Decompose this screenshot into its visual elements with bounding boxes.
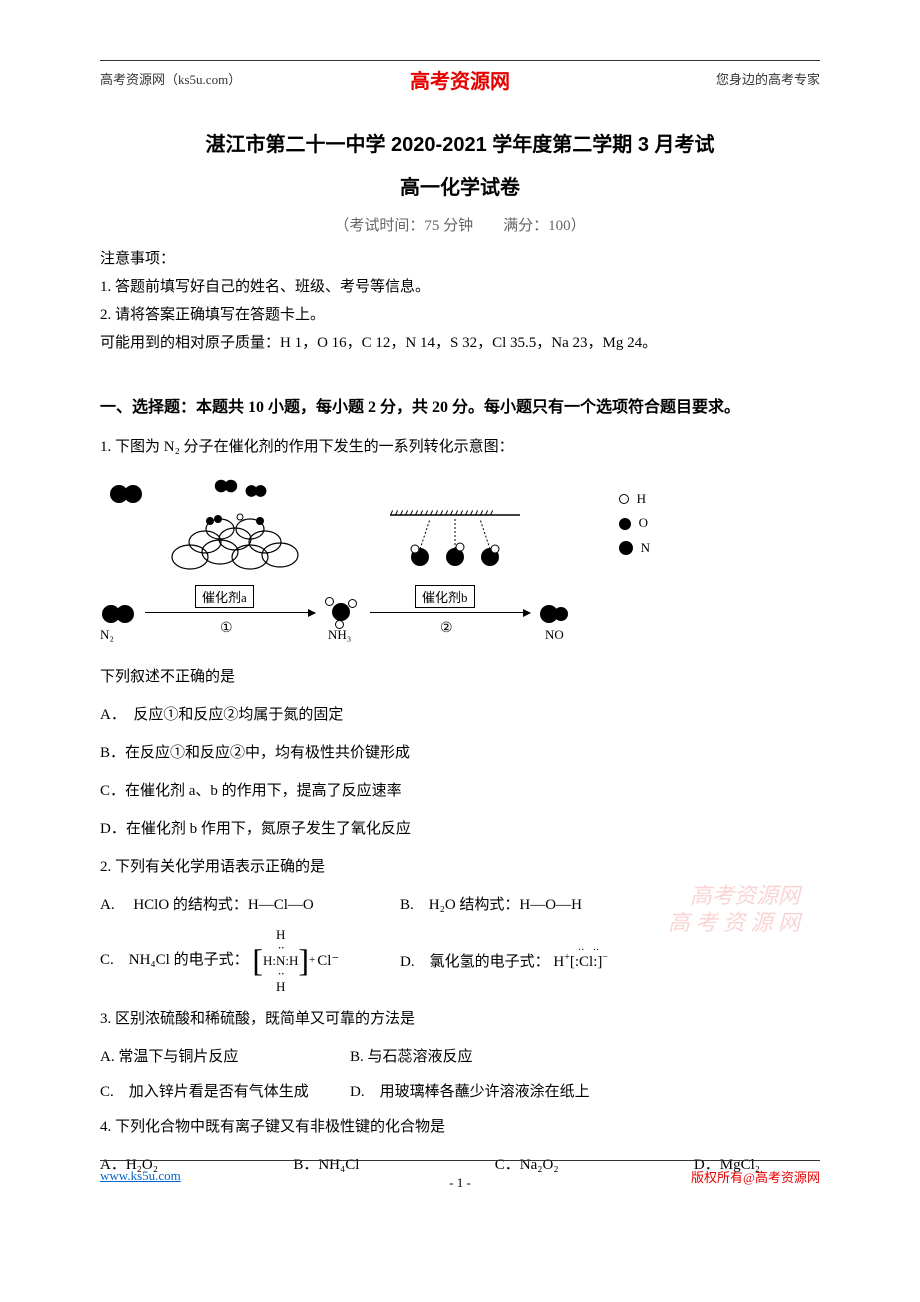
legend-h: H [619, 487, 650, 512]
q1-post-stem: 下列叙述不正确的是 [100, 665, 820, 689]
atom-n-icon [619, 541, 633, 555]
step-1-label: ① [220, 620, 233, 637]
q3-option-d: D. 用玻璃棒各蘸少许溶液涂在纸上 [350, 1080, 590, 1101]
footer-copyright: 版权所有@高考资源网 [691, 1167, 820, 1186]
q3-stem: 3. 区别浓硫酸和稀硫酸，既简单又可靠的方法是 [100, 1007, 820, 1031]
nh4-top: H [276, 928, 285, 941]
nh3-icon [325, 597, 357, 627]
molecule-n2-small2-icon [246, 485, 267, 497]
q2-option-a: A. HClO 的结构式：H—Cl—O [100, 893, 400, 914]
q2-stem: 2. 下列有关化学用语表示正确的是 [100, 855, 820, 879]
q2-row2: C. NH₄Cl 的电子式： [ H ·· H:N:H ·· H ] + Cl⁻ [100, 928, 820, 993]
q2-optc-prefix: C. NH₄Cl 的电子式： [100, 952, 249, 968]
header-right-text: 您身边的高考专家 [716, 69, 820, 88]
q1-diagram: N₂ 催化剂a ① NH₃ 催化剂b ② NO H O N [100, 477, 580, 647]
header-left-text: 高考资源网（ks5u.com） [100, 69, 241, 88]
section-1-header: 一、选择题：本题共 10 小题，每小题 2 分，共 20 分。每小题只有一个选项… [100, 391, 820, 425]
nh4-mid: H:N:H [263, 954, 298, 967]
q3-row2: C. 加入锌片看是否有气体生成 D. 用玻璃棒各蘸少许溶液涂在纸上 [100, 1080, 820, 1101]
q2-option-d: D. 氯化氢的电子式： H+[:··Cl··:]− [400, 950, 700, 971]
page-number: - 1 - [449, 1175, 471, 1191]
nh4-anion: Cl⁻ [317, 951, 339, 970]
watermark-2: 高 考 资 源 网 [668, 905, 800, 937]
diagram-legend: H O N [619, 487, 650, 561]
legend-o-label: O [639, 511, 648, 536]
q3-option-c: C. 加入锌片看是否有气体生成 [100, 1080, 350, 1101]
legend-n: N [619, 536, 650, 561]
nh4cl-formula-icon: [ H ·· H:N:H ·· H ] + Cl⁻ [252, 928, 339, 993]
q4-stem: 4. 下列化合物中既有离子键又有非极性键的化合物是 [100, 1115, 820, 1139]
molecule-n2-icon [110, 485, 142, 503]
document-subtitle: 高一化学试卷 [100, 171, 820, 200]
catalyst-b-surface-icon [390, 507, 520, 577]
molecule-n2-small-icon [215, 479, 237, 492]
q1-option-d: D．在催化剂 b 作用下，氮原子发生了氧化反应 [100, 817, 820, 841]
page-container: 高考资源网（ks5u.com） 高考资源网 您身边的高考专家 湛江市第二十一中学… [0, 0, 920, 1228]
q1-stem: 1. 下图为 N₂ 分子在催化剂的作用下发生的一系列转化示意图： [100, 435, 820, 459]
exam-info: （考试时间：75 分钟 满分：100） [100, 214, 820, 235]
arrow-1-icon [145, 612, 315, 614]
atom-h-icon [619, 494, 629, 504]
page-header: 高考资源网（ks5u.com） 高考资源网 您身边的高考专家 [100, 60, 820, 88]
footer-url: www.ks5u.com [100, 1168, 181, 1184]
q1-option-b: B．在反应①和反应②中，均有极性共价键形成 [100, 741, 820, 765]
catalyst-a-label: 催化剂a [195, 585, 254, 608]
q2-option-c: C. NH₄Cl 的电子式： [ H ·· H:N:H ·· H ] + Cl⁻ [100, 928, 400, 993]
legend-h-label: H [637, 487, 646, 512]
q3-option-b: B. 与石蕊溶液反应 [350, 1045, 473, 1066]
q2-optd-prefix: D. 氯化氢的电子式： [400, 954, 550, 970]
notice-1: 1. 答题前填写好自己的姓名、班级、考号等信息。 [100, 275, 820, 299]
document-content: 湛江市第二十一中学 2020-2021 学年度第二学期 3 月考试 高一化学试卷… [100, 128, 820, 1174]
nh4-charge: + [309, 954, 315, 966]
q3-row1: A. 常温下与铜片反应 B. 与石蕊溶液反应 [100, 1045, 820, 1066]
hcl-formula-icon: H+[:··Cl··:]− [553, 954, 608, 970]
header-logo-text: 高考资源网 [410, 65, 510, 94]
step-2-label: ② [440, 620, 453, 637]
nh4-bot: H [276, 980, 285, 993]
q2-option-b: B. H₂O 结构式：H—O—H [400, 893, 700, 914]
n2-label: N₂ [100, 627, 114, 643]
catalyst-b-label: 催化剂b [415, 585, 475, 608]
notice-2: 2. 请将答案正确填写在答题卡上。 [100, 303, 820, 327]
q3-option-a: A. 常温下与铜片反应 [100, 1045, 350, 1066]
nh3-label: NH₃ [328, 627, 351, 643]
page-footer: www.ks5u.com - 1 - 版权所有@高考资源网 [100, 1160, 820, 1186]
arrow-2-icon [370, 612, 530, 614]
legend-n-label: N [641, 536, 650, 561]
q1-option-c: C．在催化剂 a、b 的作用下，提高了反应速率 [100, 779, 820, 803]
no-icon [540, 605, 568, 623]
q1-option-a: A． 反应①和反应②均属于氮的固定 [100, 703, 820, 727]
no-label: NO [545, 627, 564, 643]
document-title: 湛江市第二十一中学 2020-2021 学年度第二学期 3 月考试 [100, 128, 820, 157]
atom-o-icon [619, 518, 631, 530]
legend-o: O [619, 511, 650, 536]
notice-3: 可能用到的相对原子质量：H 1，O 16，C 12，N 14，S 32，Cl 3… [100, 331, 820, 355]
n2-start-icon [102, 605, 134, 623]
catalyst-a-pile-icon [140, 507, 320, 577]
notice-header: 注意事项： [100, 247, 820, 271]
